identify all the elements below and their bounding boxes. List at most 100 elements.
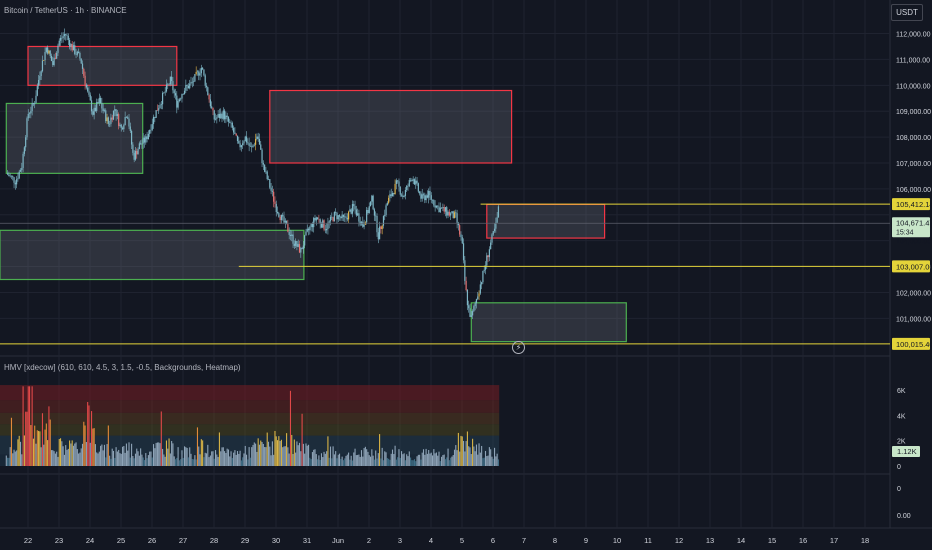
candle-body [328, 221, 330, 223]
candle-body [273, 191, 275, 202]
level-price-label: 105,412.14 [896, 200, 932, 209]
candle-body [211, 106, 213, 108]
candle-body [87, 87, 89, 92]
volume-bar [497, 459, 499, 466]
candle-body [293, 243, 295, 246]
y-tick-label: 112,000.00 [896, 32, 931, 39]
candle-body [327, 222, 329, 229]
volume-bar [438, 451, 440, 466]
candle-body [302, 245, 304, 250]
volume-bar [39, 431, 41, 466]
candle-body [41, 60, 44, 72]
candle-body [164, 91, 166, 93]
candle-body [226, 115, 228, 118]
volume-bar [247, 459, 249, 466]
y-tick-label: 102,000.00 [896, 290, 931, 297]
volume-bar [318, 455, 320, 466]
volume-bar [128, 442, 130, 466]
candle-body [254, 138, 257, 145]
candle-body [141, 143, 143, 145]
candle-body [431, 199, 434, 201]
candle-body [287, 224, 289, 232]
candle-body [45, 47, 47, 52]
candle-body [461, 237, 463, 244]
candle-body [244, 136, 246, 142]
candle-body [397, 180, 399, 182]
volume-bar [45, 423, 47, 466]
candle-body [488, 249, 490, 258]
candle-body [98, 97, 100, 104]
candle-body [402, 195, 404, 197]
candle-body [300, 248, 302, 253]
candle-body [92, 111, 94, 115]
candle-body [394, 183, 396, 195]
candle-body [75, 54, 77, 55]
candle-body [422, 194, 425, 196]
volume-bar [291, 434, 293, 466]
candle-body [248, 143, 250, 146]
volume-bar [57, 456, 59, 466]
volume-bar [403, 453, 405, 466]
candle-body [274, 201, 276, 204]
volume-bar [278, 436, 280, 466]
volume-bar [413, 459, 416, 466]
volume-bar [461, 436, 463, 466]
volume-bar [260, 440, 262, 466]
x-tick-label: 24 [86, 536, 94, 545]
volume-bar [492, 458, 494, 466]
candle-body [306, 228, 308, 232]
x-tick-label: 6 [491, 536, 495, 545]
volume-bar [333, 454, 335, 466]
candle-body [448, 211, 450, 216]
volume-bar [30, 425, 32, 466]
volume-bar [468, 446, 470, 466]
candle-body [128, 118, 130, 127]
volume-bar [162, 448, 164, 466]
x-tick-label: 15 [768, 536, 776, 545]
candle-body [367, 209, 369, 214]
volume-bar [379, 434, 381, 466]
candle-body [22, 153, 24, 168]
volume-bar [25, 411, 27, 466]
candle-body [109, 123, 111, 125]
supply-zone [269, 89, 513, 164]
candle-body [296, 241, 298, 247]
candle-body [190, 81, 192, 84]
volume-bar [65, 445, 67, 466]
volume-bar [218, 432, 220, 466]
volume-bar [22, 386, 24, 466]
candle-body [146, 136, 148, 140]
currency-button[interactable]: USDT [891, 4, 923, 21]
candle-body [393, 192, 395, 195]
x-tick-label: 4 [429, 536, 433, 545]
volume-bar [235, 454, 237, 466]
volume-bar [213, 458, 215, 466]
volume-bar [102, 450, 104, 466]
candle-body [94, 107, 97, 111]
candle-body [221, 113, 223, 119]
volume-bar [337, 454, 339, 466]
volume-bar [98, 451, 100, 466]
volume-bar [406, 454, 408, 466]
candle-body [420, 193, 422, 199]
volume-bar [155, 442, 157, 466]
candle-body [269, 179, 271, 188]
x-tick-label: 25 [117, 536, 125, 545]
volume-bar [442, 455, 444, 466]
volume-bar [336, 458, 338, 466]
candle-body [376, 215, 378, 233]
volume-bar [482, 458, 484, 466]
candle-body [187, 85, 190, 89]
volume-bar [370, 456, 372, 466]
candle-body [234, 132, 236, 135]
candle-body [142, 137, 144, 144]
volume-bar [136, 448, 138, 466]
candle-body [182, 94, 184, 95]
candle-body [132, 144, 134, 153]
volume-bar [147, 455, 149, 466]
candle-body [107, 117, 109, 124]
lightning-icon[interactable]: ⚡ [512, 341, 525, 354]
volume-bar [140, 448, 142, 466]
volume-bar [469, 447, 471, 466]
